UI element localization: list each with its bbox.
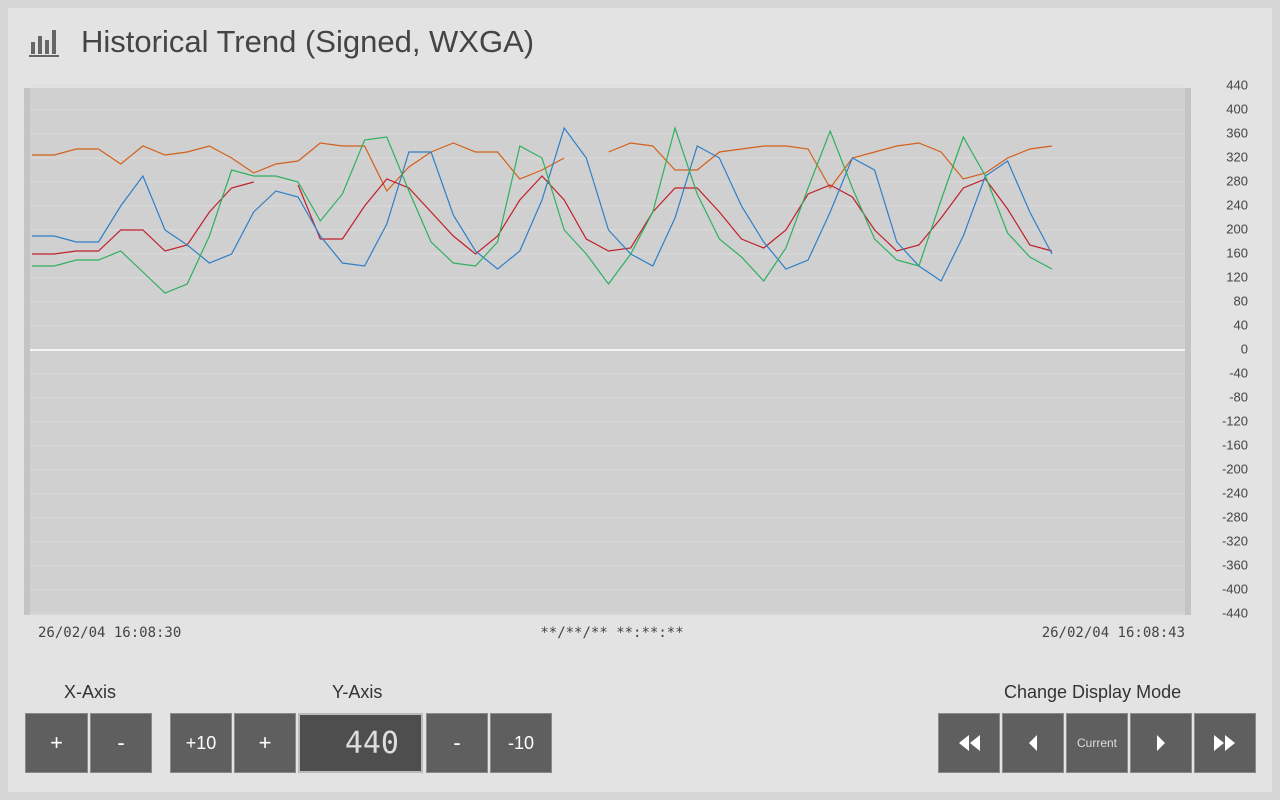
display-mode-label: Change Display Mode: [1004, 682, 1182, 702]
y-tick-label: 360: [1226, 125, 1248, 140]
y-range-display: 440: [298, 713, 423, 773]
plot-edge: [24, 88, 30, 615]
x-minus-button[interactable]: -: [90, 713, 152, 773]
forward-button[interactable]: [1130, 713, 1192, 773]
y-plus10-button[interactable]: +10: [170, 713, 232, 773]
y-tick-label: -360: [1222, 557, 1248, 572]
y-tick-label: -320: [1222, 533, 1248, 548]
fast-forward-button[interactable]: [1194, 713, 1256, 773]
y-tick-label: 240: [1226, 197, 1248, 212]
trend-line: [32, 175, 1053, 255]
y-tick-label: -440: [1222, 605, 1248, 620]
y-tick-label: 200: [1226, 221, 1248, 236]
trend-line: [32, 126, 1053, 282]
y-tick-label: -400: [1222, 581, 1248, 596]
trend-line: [32, 142, 1053, 193]
trend-line: [32, 125, 1053, 294]
y-tick-label: -80: [1229, 389, 1248, 404]
x-axis-label: X-Axis: [64, 682, 117, 702]
y-tick-label: 440: [1226, 77, 1248, 92]
y-minus10-button[interactable]: -10: [490, 713, 552, 773]
y-tick-label: -200: [1222, 461, 1248, 476]
y-plus-button[interactable]: +: [234, 713, 296, 773]
x-plus-button[interactable]: +: [25, 713, 88, 773]
y-tick-label: 280: [1226, 173, 1248, 188]
y-tick-label: 0: [1241, 341, 1248, 356]
x-tick-label: 26/02/04 16:08:43: [1042, 625, 1185, 641]
fast-back-button[interactable]: [938, 713, 1000, 773]
x-tick-label: 26/02/04 16:08:30: [38, 625, 181, 641]
y-tick-label: -280: [1222, 509, 1248, 524]
y-minus-button[interactable]: -: [426, 713, 488, 773]
plot-area: [24, 88, 1191, 615]
y-tick-label: -40: [1229, 365, 1248, 380]
trend-chart: **/**/** **:**:** 4404003603202802402001…: [24, 77, 1248, 641]
back-button[interactable]: [1002, 713, 1064, 773]
page-title: Historical Trend (Signed, WXGA): [81, 24, 535, 59]
plot-edge: [1185, 88, 1191, 615]
current-button[interactable]: Current: [1066, 713, 1128, 773]
y-tick-label: 160: [1226, 245, 1248, 260]
y-tick-label: -120: [1222, 413, 1248, 428]
y-axis-label: Y-Axis: [332, 682, 383, 702]
y-tick-label: -160: [1222, 437, 1248, 452]
cursor-time: **/**/** **:**:**: [540, 625, 683, 641]
y-tick-label: 120: [1226, 269, 1248, 284]
y-tick-label: 80: [1234, 293, 1248, 308]
y-tick-label: 320: [1226, 149, 1248, 164]
y-tick-label: 400: [1226, 101, 1248, 116]
y-tick-label: -240: [1222, 485, 1248, 500]
y-tick-label: 40: [1234, 317, 1248, 332]
trend-icon: [29, 30, 59, 57]
